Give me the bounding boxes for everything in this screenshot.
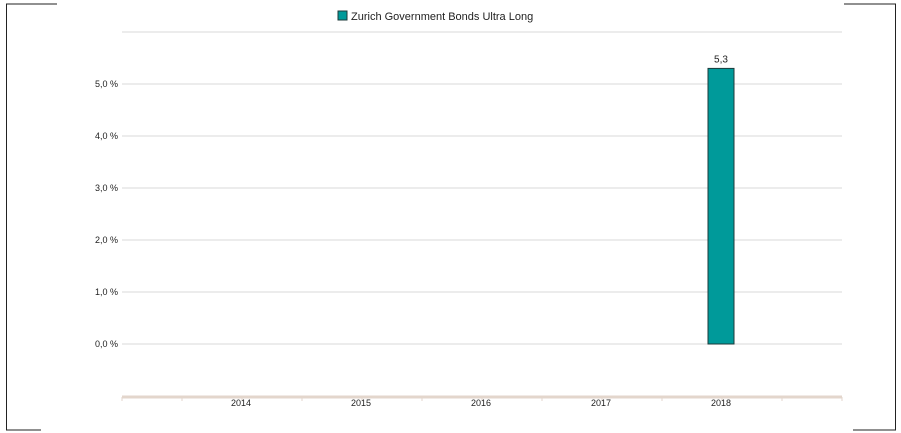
legend-label: Zurich Government Bonds Ultra Long — [351, 11, 533, 23]
x-tick-label: 2016 — [471, 398, 491, 408]
y-tick-label: 0,0 % — [95, 339, 118, 349]
y-tick-label: 4,0 % — [95, 131, 118, 141]
x-axis: 2014 2015 2016 2017 2018 — [121, 395, 843, 408]
bars — [707, 67, 735, 345]
data-label-2018: 5,3 — [714, 54, 728, 65]
x-tick-label: 2015 — [351, 398, 371, 408]
data-labels: 5,3 — [714, 54, 728, 65]
legend: Zurich Government Bonds Ultra Long — [337, 10, 533, 23]
x-tick-label: 2014 — [231, 398, 251, 408]
x-tick-label: 2018 — [711, 398, 731, 408]
legend-swatch — [337, 10, 348, 21]
chart-frame — [6, 3, 896, 431]
x-tick-label: 2017 — [591, 398, 611, 408]
y-tick-label: 3,0 % — [95, 183, 118, 193]
y-tick-label: 2,0 % — [95, 235, 118, 245]
y-tick-label: 1,0 % — [95, 287, 118, 297]
y-tick-label: 5,0 % — [95, 79, 118, 89]
bar-2018 — [707, 67, 735, 345]
y-axis-ticks: 0,0 % 1,0 % 2,0 % 3,0 % 4,0 % 5,0 % — [95, 79, 118, 349]
